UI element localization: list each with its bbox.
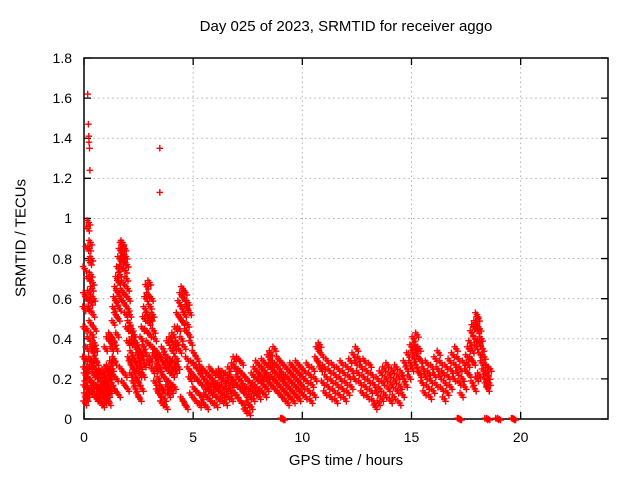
y-tick-label: 0.4 (52, 330, 72, 347)
y-tick-label: 1.4 (52, 130, 72, 147)
data-points (79, 90, 519, 424)
y-tick-label: 1.8 (52, 50, 72, 66)
y-tick-label: 1 (64, 210, 72, 227)
x-tick-label: 15 (403, 429, 420, 445)
plot-border (83, 57, 609, 420)
chart-title: Day 025 of 2023, SRMTID for receiver agg… (199, 18, 493, 35)
x-tick-label: 20 (512, 429, 529, 445)
x-tick-label: 10 (294, 429, 311, 445)
y-tick-label: 0.6 (52, 290, 72, 307)
y-tick-label: 0 (64, 411, 72, 427)
y-tick-label: 0.2 (52, 370, 72, 387)
x-tick-label: 0 (80, 429, 88, 445)
y-tick-label: 1.2 (52, 170, 72, 187)
x-tick-label: 5 (189, 429, 198, 445)
y-tick-label: 1.6 (52, 90, 72, 107)
y-tick-label: 0.8 (52, 250, 72, 267)
x-axis-label: GPS time / hours (288, 452, 404, 469)
